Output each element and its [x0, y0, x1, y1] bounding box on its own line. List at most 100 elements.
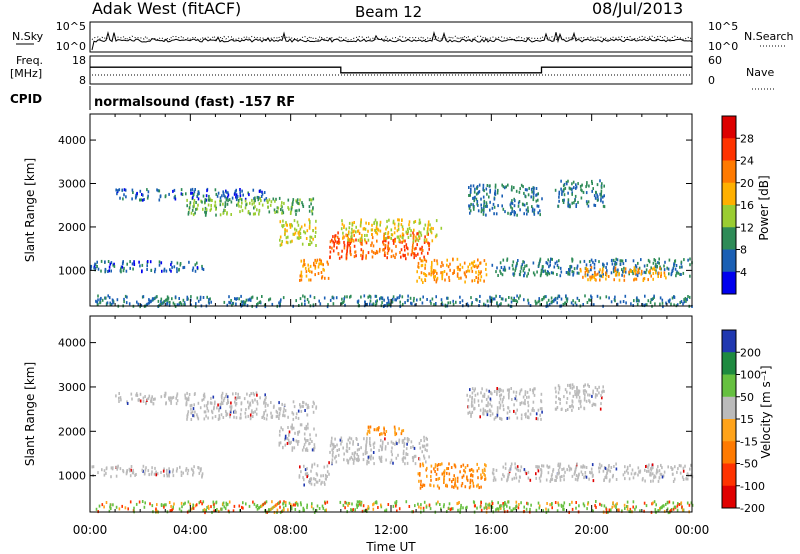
data-cell: [286, 229, 288, 233]
data-cell: [211, 416, 214, 420]
data-cell: [516, 213, 518, 217]
data-cell: [644, 294, 646, 298]
data-cell: [402, 456, 405, 460]
data-cell: [410, 446, 412, 449]
data-cell: [151, 395, 153, 399]
data-cell: [637, 268, 640, 272]
data-cell: [605, 277, 607, 281]
data-cell: [309, 235, 311, 239]
data-cell: [341, 439, 343, 443]
data-cell: [462, 474, 465, 478]
data-cell: [346, 245, 349, 248]
data-cell: [316, 504, 319, 508]
data-cell: [297, 440, 300, 443]
data-cell: [461, 482, 464, 485]
data-cell: [674, 505, 676, 509]
data-cell: [651, 466, 653, 470]
data-cell: [205, 210, 207, 214]
data-cell: [511, 263, 514, 267]
data-cell: [522, 260, 524, 264]
data-cell: [578, 391, 580, 395]
data-cell: [332, 443, 335, 447]
data-cell: [671, 268, 674, 272]
data-cell: [511, 398, 513, 401]
data-cell: [220, 400, 223, 404]
data-cell: [640, 258, 642, 262]
data-cell: [226, 195, 229, 199]
data-cell: [401, 429, 403, 433]
data-cell: [190, 303, 192, 307]
data-cell: [313, 263, 315, 267]
data-cell: [387, 232, 389, 236]
data-cell: [356, 452, 358, 456]
data-cell: [646, 263, 649, 267]
data-cell: [411, 302, 413, 306]
data-cell: [189, 201, 192, 205]
data-cell: [614, 268, 617, 272]
data-cell: [217, 191, 220, 195]
data-cell: [255, 305, 258, 309]
data-cell: [375, 231, 378, 234]
data-cell: [574, 467, 577, 471]
data-cell: [540, 471, 543, 475]
data-cell: [163, 299, 166, 303]
data-cell: [178, 507, 181, 511]
data-cell: [417, 232, 419, 235]
data-cell: [154, 270, 156, 274]
data-cell: [499, 397, 502, 401]
data-cell: [414, 462, 417, 466]
data-cell: [542, 269, 545, 273]
data-cell: [316, 258, 319, 262]
data-cell: [176, 270, 178, 274]
data-cell: [223, 194, 225, 198]
data-cell: [314, 258, 316, 262]
data-cell: [247, 414, 250, 418]
data-cell: [417, 265, 419, 269]
data-cell: [281, 224, 283, 228]
data-cell: [192, 503, 194, 507]
data-cell: [495, 508, 497, 512]
data-cell: [433, 467, 435, 471]
data-cell: [541, 269, 543, 273]
data-cell: [115, 188, 117, 192]
data-cell: [592, 479, 595, 483]
data-cell: [197, 417, 200, 421]
data-cell: [672, 480, 675, 483]
data-cell: [523, 505, 525, 509]
data-cell: [611, 505, 613, 509]
data-cell: [190, 403, 193, 407]
data-cell: [360, 236, 363, 239]
data-cell: [626, 465, 629, 469]
data-cell: [238, 204, 240, 208]
data-cell: [570, 265, 573, 269]
data-cell: [348, 230, 350, 234]
data-cell: [622, 270, 624, 274]
data-cell: [209, 401, 212, 405]
data-cell: [599, 407, 602, 411]
data-cell: [446, 272, 448, 276]
data-cell: [664, 260, 666, 264]
data-cell: [410, 301, 412, 305]
data-cell: [686, 477, 689, 481]
data-cell: [591, 189, 593, 193]
data-cell: [307, 439, 309, 442]
data-cell: [379, 220, 382, 224]
data-cell: [386, 225, 388, 229]
data-cell: [569, 384, 571, 387]
data-cell: [537, 300, 540, 304]
data-cell: [446, 467, 448, 471]
data-cell: [637, 271, 639, 274]
data-cell: [472, 203, 474, 207]
data-cell: [508, 390, 510, 394]
data-cell: [160, 299, 162, 303]
data-cell: [325, 508, 327, 512]
data-cell: [401, 457, 404, 461]
data-cell: [528, 268, 530, 272]
data-cell: [250, 296, 253, 300]
data-cell: [195, 201, 197, 204]
data-cell: [314, 478, 317, 481]
data-cell: [562, 201, 565, 204]
data-cell: [394, 433, 396, 437]
data-cell: [297, 409, 300, 413]
data-cell: [603, 504, 606, 508]
